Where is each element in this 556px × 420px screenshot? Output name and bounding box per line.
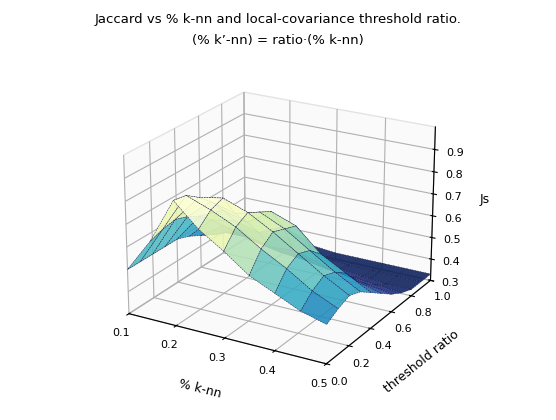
X-axis label: % k-nn: % k-nn <box>177 378 222 401</box>
Text: Jaccard vs % k-nn and local-covariance threshold ratio.: Jaccard vs % k-nn and local-covariance t… <box>95 13 461 26</box>
Y-axis label: threshold ratio: threshold ratio <box>382 328 462 396</box>
Text: (% k’-nn) = ratio·(% k-nn): (% k’-nn) = ratio·(% k-nn) <box>192 34 364 47</box>
